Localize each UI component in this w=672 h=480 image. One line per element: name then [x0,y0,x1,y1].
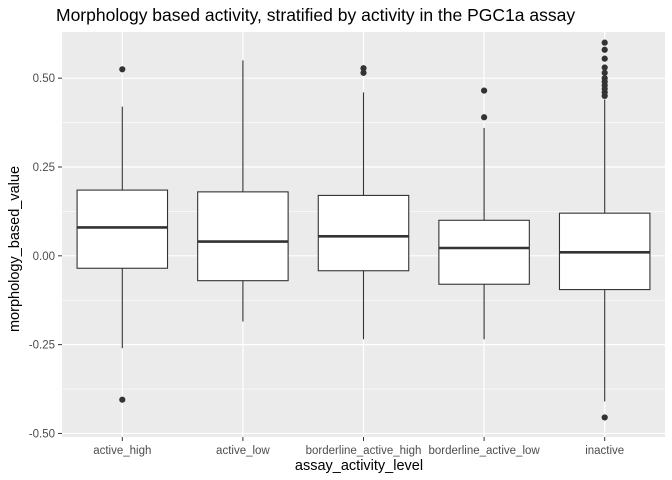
box-inactive [558,39,651,421]
y-tick-label: 0.50 [33,73,55,85]
box-iqr [76,189,169,269]
box-iqr [438,219,530,285]
outlier-point [601,75,608,82]
y-axis: 0.50 0.25 0.00 -0.25 -0.50 [29,73,62,440]
outlier-point [119,396,126,403]
box-borderline_active_high [317,65,410,340]
box-iqr [197,191,289,282]
outlier-point [601,46,608,53]
outlier-point [601,69,608,76]
outlier-point [601,414,608,421]
x-axis-title: assay_activity_level [295,458,423,474]
box-active_high [76,66,169,403]
box-series [76,39,651,421]
outlier-point [119,66,126,73]
x-axis: active_high active_low borderline_active_h… [93,437,624,457]
y-tick-label: -0.25 [29,340,55,352]
box-active_low [197,60,289,322]
x-tick-label: borderline_active_low [428,445,540,457]
x-tick-label: active_low [216,445,270,457]
y-tick-label: 0.00 [33,251,55,263]
y-tick-label: -0.50 [29,428,55,440]
outlier-point [360,69,367,76]
outlier-point [481,114,488,121]
box-borderline_active_low [438,87,530,340]
y-tick-label: 0.25 [33,162,55,174]
y-axis-title: morphology_based_value [7,166,23,332]
x-tick-label: inactive [585,445,624,457]
chart-title: Morphology based activity, stratified by… [56,5,575,25]
outlier-point [481,87,488,94]
x-tick-label: borderline_active_high [306,445,422,457]
outlier-point [601,64,608,71]
outlier-point [601,39,608,46]
outlier-point [601,55,608,62]
x-tick-label: active_high [93,445,151,457]
box-iqr [317,194,410,272]
outlier-point [360,65,367,72]
